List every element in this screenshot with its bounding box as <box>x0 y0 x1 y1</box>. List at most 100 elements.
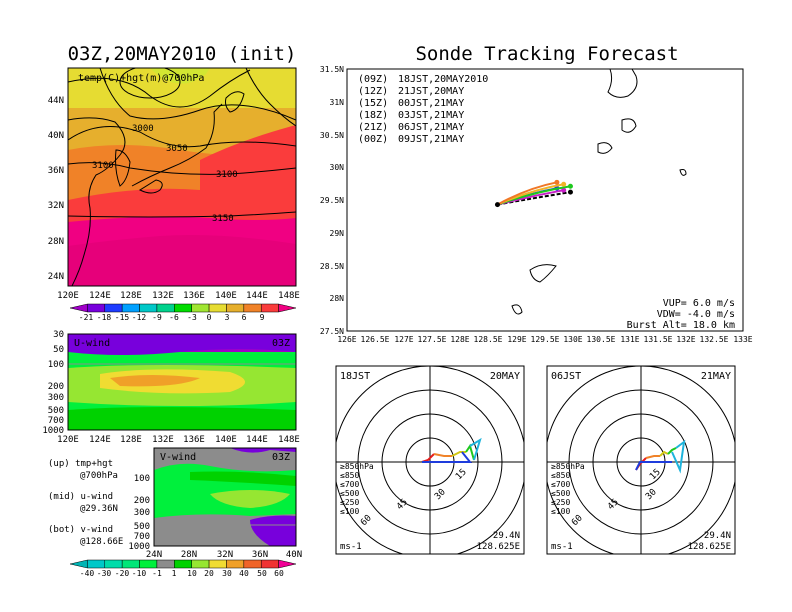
lat-tick: 24N <box>48 272 64 282</box>
lon-tick: 130.5E <box>587 335 616 344</box>
lat-tick: 24N <box>146 550 162 560</box>
v-wind-p-ticks: 100 200 300 500 700 1000 <box>128 474 150 552</box>
left-title: 03Z,20MAY2010 (init) <box>68 43 297 65</box>
legend-label: 06JST,21MAY <box>398 122 464 133</box>
lon-tick: 148E <box>278 291 300 301</box>
contour-label: 3100 <box>216 170 238 180</box>
lat-tick: 40N <box>286 550 302 560</box>
colorbar-label: 1 <box>172 569 177 578</box>
hodo-lon: 128.625E <box>477 542 520 552</box>
p-tick: 200 <box>134 496 150 506</box>
colorbar-swatch <box>139 303 158 313</box>
p-tick: 700 <box>134 532 150 542</box>
panel-legend-notes: (up) tmp+hgt @700hPa (mid) u-wind @29.36… <box>48 459 123 547</box>
lat-tick: 30N <box>330 163 345 172</box>
p-tick: 500 <box>48 406 64 416</box>
colorbar-swatch <box>278 303 297 313</box>
track-lon-ticks: 126E 126.5E 127E 127.5E 128E 128.5E 129E… <box>337 335 752 344</box>
lon-tick: 126E <box>337 335 356 344</box>
lon-tick: 124E <box>89 291 111 301</box>
hodo-unit: ms-1 <box>340 542 362 552</box>
colorbar-swatch <box>87 303 106 313</box>
note-bot: (bot) v-wind <box>48 525 113 535</box>
lat-tick: 32N <box>217 550 233 560</box>
legend-code: (15Z) <box>358 98 388 109</box>
temp-colorbar <box>69 303 297 313</box>
track-coastlines <box>511 68 687 315</box>
hodograph-1: 18JST 20MAY 15 30 45 60 29.4N 128.625E m… <box>335 365 525 555</box>
colorbar-label: -9 <box>152 313 162 322</box>
sonde-track <box>496 181 558 206</box>
legend-label: 09JST,21MAY <box>398 134 464 145</box>
launch-point <box>494 202 500 208</box>
lon-tick: 131E <box>620 335 639 344</box>
hodo-legend-item: ≥850hPa <box>340 462 374 471</box>
legend-code: (12Z) <box>358 86 388 97</box>
hodo2-trace <box>635 439 686 474</box>
contour-labels: 3000 3050 3100 3100 3150 <box>92 124 238 224</box>
colorbar-swatch <box>174 559 192 569</box>
lon-tick: 132E <box>152 435 174 445</box>
lat-tick: 32N <box>48 201 64 211</box>
lon-tick: 136E <box>183 435 205 445</box>
legend-label: 03JST,21MAY <box>398 110 464 121</box>
lat-tick: 31N <box>330 98 345 107</box>
hodo-lat: 29.4N <box>704 531 731 541</box>
lon-tick: 127E <box>394 335 413 344</box>
colorbar-label: -6 <box>169 313 179 322</box>
colorbar-swatch <box>208 303 227 313</box>
p-tick: 700 <box>48 416 64 426</box>
hodo-lon: 128.625E <box>688 542 731 552</box>
note-bot-lon: @128.66E <box>80 537 123 547</box>
colorbar-swatch <box>121 559 140 569</box>
lon-tick: 136E <box>183 291 205 301</box>
lon-tick: 148E <box>278 435 300 445</box>
ring-label: 30 <box>433 487 448 502</box>
colorbar-label: -40 <box>80 569 95 578</box>
track-info: VUP= 6.0 m/s VDW= -4.0 m/s Burst Alt= 18… <box>627 298 735 331</box>
hodo-legend-item: ≤700 <box>551 480 570 489</box>
hodo-date: 20MAY <box>490 371 520 382</box>
p-tick: 1000 <box>128 542 150 552</box>
sonde-tracks <box>494 179 573 208</box>
colorbar-label: 60 <box>274 569 284 578</box>
colorbar-swatch <box>69 559 88 569</box>
hodo-legend-item: ≤700 <box>340 480 359 489</box>
hodo-legend-item: ≥850hPa <box>551 462 585 471</box>
wind-colorbar <box>69 559 297 569</box>
temp-colorbar-labels: -21 -18 -15 -12 -9 -6 -3 0 3 6 9 <box>79 313 265 322</box>
height-contours <box>68 68 296 218</box>
coastlines <box>68 68 296 286</box>
hodo1-legend: ≥850hPa ≤850 ≤700 ≤500 ≤250 ≤100 <box>340 462 374 516</box>
burst-point <box>567 183 573 189</box>
hodo-time: 06JST <box>551 371 581 382</box>
colorbar-swatch <box>260 559 279 569</box>
colorbar-label: -21 <box>79 313 94 322</box>
hodo-legend-item: ≤250 <box>551 498 570 507</box>
colorbar-swatch <box>174 303 192 313</box>
main-title: Sonde Tracking Forecast <box>415 43 678 65</box>
contour-label: 3150 <box>212 214 234 224</box>
u-wind-panel: U-wind 03Z 30 50 100 200 300 500 700 100… <box>42 330 300 445</box>
p-tick: 30 <box>53 330 64 340</box>
p-tick: 500 <box>134 522 150 532</box>
lat-tick: 28N <box>48 237 64 247</box>
hodo-legend-item: ≤850 <box>551 471 570 480</box>
contour-label: 3050 <box>166 144 188 154</box>
colorbar-label: 40 <box>239 569 249 578</box>
lon-tick: 133E <box>733 335 752 344</box>
legend-label: 18JST,20MAY2010 <box>398 74 488 85</box>
hodo-legend-item: ≤500 <box>340 489 359 498</box>
legend-label: 00JST,21MAY <box>398 98 464 109</box>
lat-tick: 36N <box>252 550 268 560</box>
legend-code: (21Z) <box>358 122 388 133</box>
colorbar-swatch <box>243 559 262 569</box>
map-panel-label: temp(C)+hgt(m)@700hPa <box>78 73 204 84</box>
lat-tick: 28N <box>181 550 197 560</box>
ring-label: 60 <box>359 513 374 528</box>
p-tick: 100 <box>134 474 150 484</box>
lon-tick: 124E <box>89 435 111 445</box>
lon-tick: 132E <box>676 335 695 344</box>
burst-point <box>554 179 560 185</box>
lon-tick: 127.5E <box>418 335 447 344</box>
